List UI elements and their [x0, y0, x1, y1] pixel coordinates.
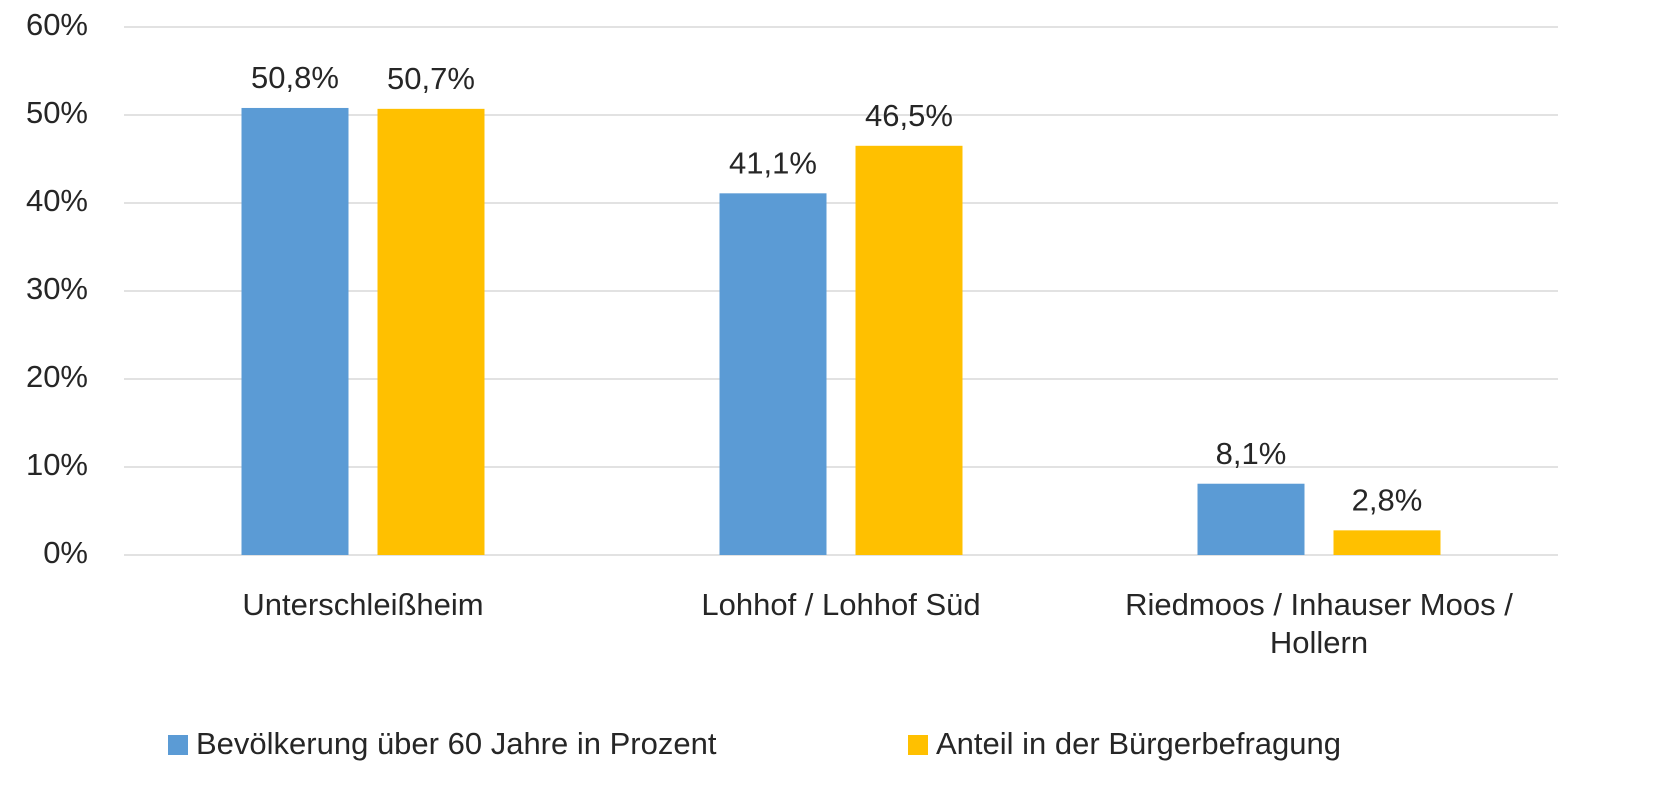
- bar: [241, 107, 349, 556]
- y-tick-label: 10%: [26, 447, 88, 482]
- value-label: 8,1%: [1216, 436, 1287, 471]
- bar: [1333, 530, 1441, 555]
- x-tick-label: Unterschleißheim: [242, 587, 484, 622]
- value-label: 2,8%: [1352, 483, 1423, 518]
- bar: [377, 108, 485, 555]
- value-label: 46,5%: [865, 98, 953, 133]
- y-tick-label: 20%: [26, 359, 88, 394]
- legend-swatch: [908, 735, 928, 755]
- y-tick-label: 30%: [26, 271, 88, 306]
- legend-swatch: [168, 735, 188, 755]
- bar: [1197, 483, 1305, 555]
- bar: [719, 193, 827, 555]
- x-tick-label: Lohhof / Lohhof Süd: [701, 587, 981, 622]
- y-tick-label: 50%: [26, 95, 88, 130]
- value-label: 50,7%: [387, 61, 475, 96]
- legend-label: Anteil in der Bürgerbefragung: [936, 726, 1341, 761]
- legend-label: Bevölkerung über 60 Jahre in Prozent: [196, 726, 717, 761]
- value-label: 50,8%: [251, 60, 339, 95]
- y-tick-label: 60%: [26, 7, 88, 42]
- value-label: 41,1%: [729, 146, 817, 181]
- bar: [855, 145, 963, 556]
- y-tick-label: 40%: [26, 183, 88, 218]
- y-tick-label: 0%: [43, 535, 88, 570]
- x-tick-label: Riedmoos / Inhauser Moos / Hollern: [1125, 587, 1513, 660]
